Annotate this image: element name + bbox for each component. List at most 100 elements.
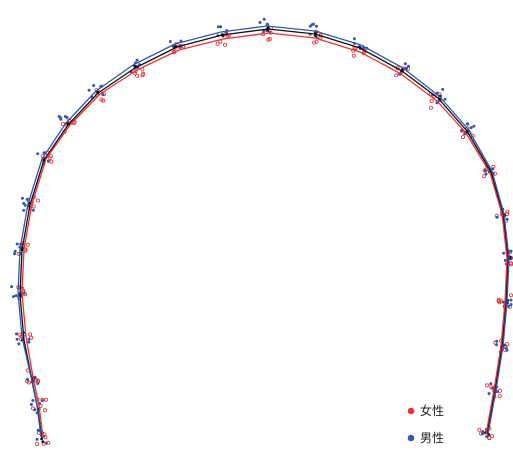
scatter-point-male [469, 126, 473, 130]
scatter-point-female [498, 388, 503, 393]
scatter-point-male [484, 172, 488, 176]
scatter-point-male [36, 152, 40, 156]
scatter-point-male [101, 93, 105, 97]
scatter-point-male [481, 430, 485, 433]
scatter-point-female [429, 98, 434, 103]
scatter-point-female [61, 121, 66, 126]
scatter-point-male [262, 29, 266, 33]
scatter-point-male [509, 303, 513, 306]
scatter-point-female [498, 298, 503, 303]
scatter-point-female [465, 126, 470, 131]
scatter-point-male [168, 40, 172, 43]
scatter-point-female [497, 393, 502, 398]
scatter-point-male [63, 115, 67, 118]
scatter-point-male [15, 337, 19, 341]
male-mean-line [17, 25, 510, 438]
scatter-point-male [25, 197, 29, 201]
scatter-point-male [14, 294, 18, 298]
scatter-point-female [35, 441, 40, 446]
scatter-point-female [460, 135, 465, 140]
scatter-point-male [487, 392, 491, 396]
scatter-point-male [314, 24, 318, 28]
scatter-point-female [485, 383, 490, 388]
mean-point [266, 26, 270, 29]
lines-layer [17, 25, 510, 441]
scatter-point-male [265, 22, 269, 26]
scatter-point-male [466, 122, 470, 126]
scatter-point-male [13, 249, 17, 253]
scatter-point-female [28, 332, 33, 337]
scatter-point-female [266, 37, 271, 42]
scatter-point-female [482, 174, 487, 179]
scatter-point-male [441, 87, 445, 91]
scatter-point-male [20, 196, 24, 200]
mean-point [41, 440, 45, 444]
legend-label-male: 男性 [420, 431, 444, 445]
mean-point [133, 64, 137, 68]
scatter-point-male [87, 88, 91, 92]
scatter-point-female [101, 98, 106, 103]
scatter-point-male [31, 208, 35, 212]
scatter-point-male [36, 382, 40, 385]
scatter-point-female [222, 42, 227, 47]
scatter-point-male [503, 258, 507, 262]
scatter-point-male [27, 337, 31, 341]
scatter-point-female [312, 40, 317, 45]
scatter-point-male [472, 124, 476, 128]
female-mean-line [21, 32, 508, 438]
legend: 女性 男性 [407, 403, 444, 445]
scatter-point-male [40, 399, 44, 403]
scatter-point-male [15, 242, 19, 246]
scatter-point-male [92, 84, 96, 87]
scatter-point-male [484, 169, 487, 173]
scatter-point-female [35, 378, 40, 383]
scatter-point-male [57, 115, 61, 118]
scatter-point-male [135, 58, 139, 62]
scatter-point-male [217, 25, 220, 29]
scatter-point-male [44, 441, 48, 445]
scatter-point-female [25, 242, 30, 247]
scatter-point-male [489, 382, 493, 386]
scatter-point-male [258, 21, 262, 24]
scatter-point-male [35, 437, 39, 441]
scatter-point-male [22, 291, 26, 295]
legend-marker-female [407, 407, 415, 415]
legend-item-female: 女性 [407, 403, 444, 418]
scatter-point-female [394, 73, 399, 78]
scatter-point-male [502, 251, 506, 255]
scatter-point-female [489, 434, 494, 439]
scatter-point-male [17, 342, 21, 346]
scatter-point-male [505, 217, 509, 221]
scatter-point-male [13, 252, 16, 256]
scatter-point-male [10, 285, 14, 289]
scatter-point-female [31, 204, 36, 209]
scatter-point-male [262, 17, 266, 21]
scatter-point-female [43, 397, 48, 402]
scatter-point-female [36, 198, 41, 203]
scatter-point-female [351, 53, 356, 58]
scatter-point-male [495, 343, 498, 347]
legend-label-female: 女性 [420, 403, 444, 418]
scatter-point-male [509, 249, 513, 253]
scatter-point-female [29, 335, 34, 340]
legend-item-male: 男性 [407, 431, 444, 445]
scatter-point-male [491, 386, 495, 390]
legend-marker-male [407, 434, 415, 442]
scatter-point-male [495, 339, 499, 343]
scatter-point-male [31, 399, 35, 402]
scatter-point-male [491, 167, 495, 171]
scatter-point-male [15, 332, 18, 336]
scatter-point-female [314, 39, 319, 44]
mean-shape-line [19, 28, 509, 441]
scatter-point-female [140, 73, 145, 78]
scatter-point-female [133, 69, 138, 74]
scatter-point-female [487, 436, 492, 441]
scatter-point-male [33, 408, 37, 412]
scatter-point-male [352, 37, 356, 41]
scatter-point-male [507, 304, 511, 308]
scatter-point-male [27, 340, 31, 344]
scatter-point-female [49, 159, 54, 164]
scatter-point-female [505, 209, 510, 214]
scatter-point-male [509, 298, 513, 302]
